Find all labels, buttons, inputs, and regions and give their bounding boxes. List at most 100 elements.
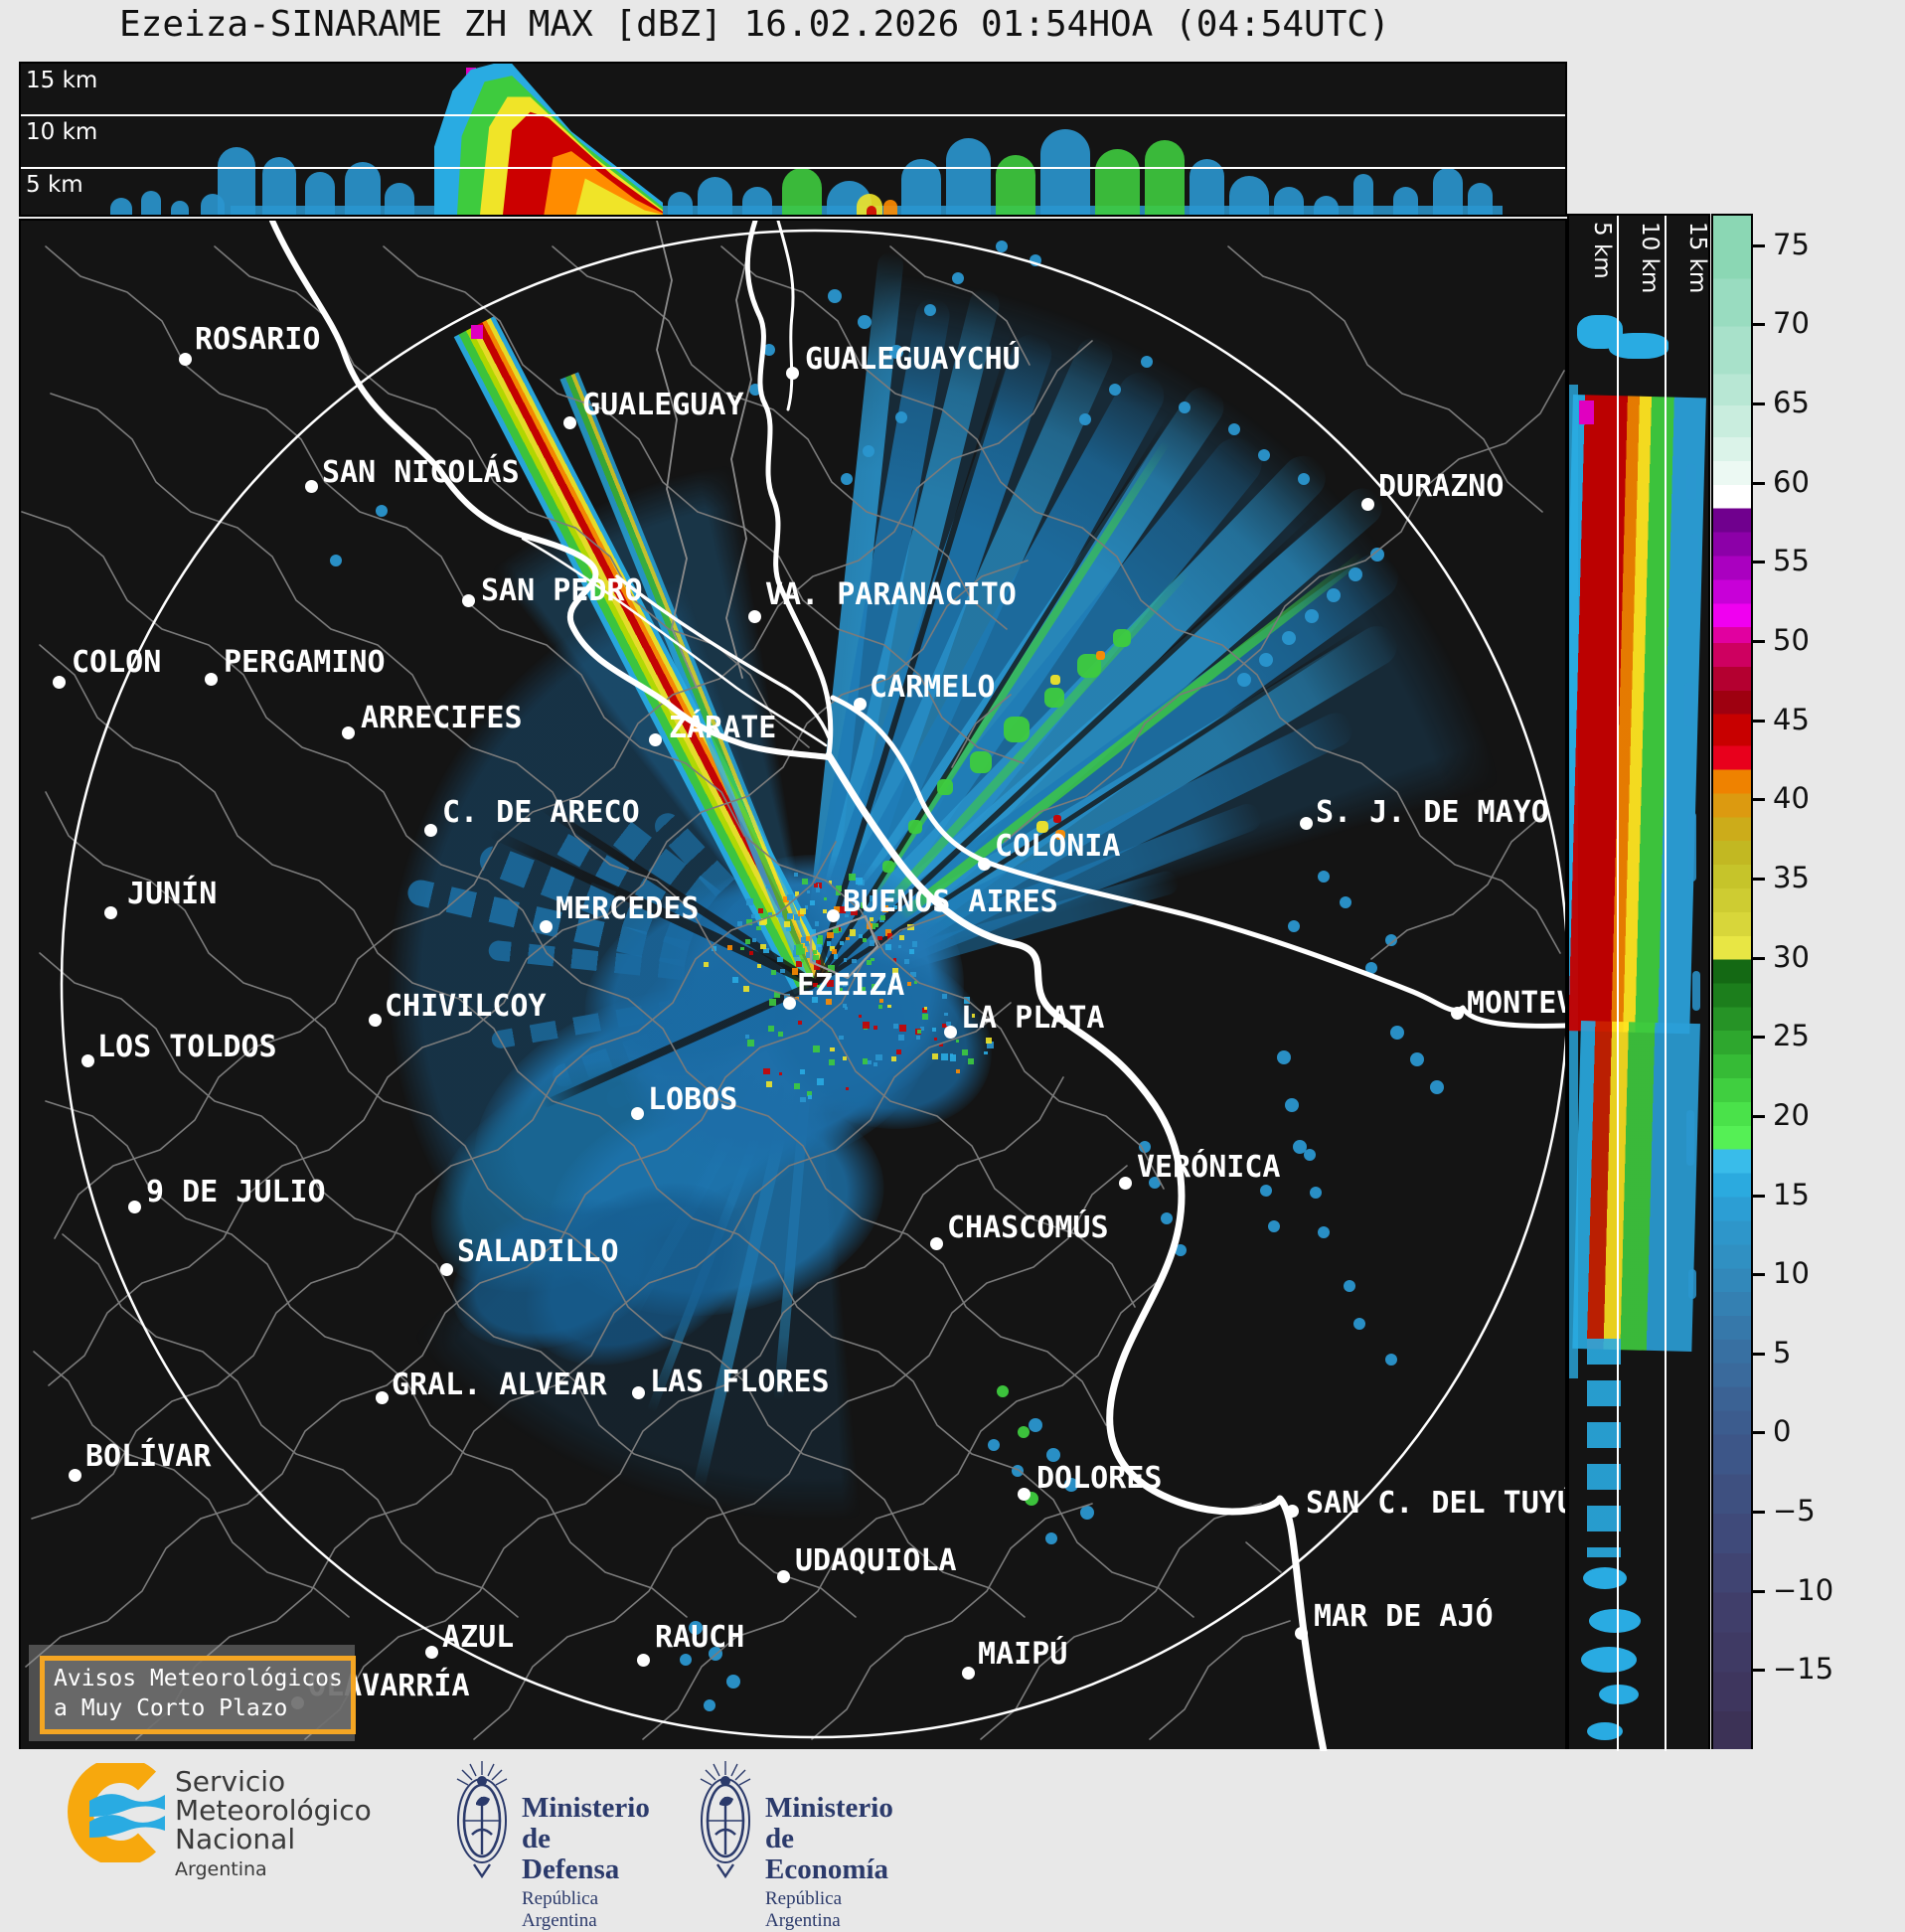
echo-speck — [858, 933, 863, 939]
city-label-ezeiza: EZEIZA — [797, 968, 905, 1003]
echo-patch — [1036, 821, 1048, 833]
warning-box-line1: Avisos Meteorológicos — [54, 1666, 343, 1691]
echo-dot — [680, 1654, 692, 1666]
echo-speck — [827, 980, 834, 987]
echo-dot — [1370, 548, 1384, 562]
echo-speck — [822, 908, 828, 914]
echo-speck — [899, 935, 904, 940]
colorbar-tick-label: 15 — [1773, 1177, 1810, 1211]
echo-dot — [988, 1439, 1000, 1451]
echo-speck — [941, 1053, 948, 1060]
echo-speck — [813, 955, 819, 961]
echo-speck — [704, 961, 710, 967]
echo-speck — [933, 1038, 937, 1042]
defensa-logo: Ministerio de Defensa República Argentin… — [452, 1759, 650, 1931]
echo-speck — [971, 1013, 976, 1018]
echo-speck — [843, 957, 848, 962]
echo-patch — [1113, 629, 1131, 647]
city-label-mercedes: MERCEDES — [556, 891, 700, 926]
echo-speck — [758, 907, 764, 913]
echo-speck — [756, 925, 761, 931]
echo-speck — [881, 905, 889, 912]
echo-dot — [1318, 871, 1330, 883]
echo-speck — [870, 917, 873, 921]
city-label-gualeguay: GUALEGUAY — [582, 388, 744, 422]
echo-dot — [1018, 1426, 1030, 1438]
xsec-column — [1353, 174, 1373, 215]
height-label-10km-vertical: 10 km — [1637, 222, 1663, 294]
xsec-column — [385, 183, 414, 215]
echo-dot — [924, 304, 936, 316]
colorbar-tick-label: 35 — [1773, 860, 1810, 894]
short-term-warnings-box[interactable]: Avisos Meteorológicos a Muy Corto Plazo — [40, 1656, 356, 1734]
echo-speck — [892, 958, 897, 963]
city-dot — [81, 1054, 94, 1067]
city-dot — [179, 353, 192, 366]
height-label-10km: 10 km — [26, 119, 98, 145]
economia-logo: Ministerio de Economía República Argenti… — [696, 1759, 893, 1931]
echo-dot — [1258, 449, 1270, 461]
xsec-column — [996, 155, 1035, 215]
colorbar-tick — [1753, 798, 1765, 802]
city-label-san-pedro: SAN PEDRO — [481, 573, 643, 608]
echo-speck — [835, 885, 843, 892]
colorbar-tick-label: 25 — [1773, 1019, 1810, 1053]
echo-speck — [842, 982, 848, 988]
department-boundary — [33, 1351, 350, 1618]
city-dot — [978, 858, 991, 871]
echo-speck — [791, 968, 799, 975]
echo-speck — [807, 1094, 812, 1099]
city-label-udaquiola: UDAQUIOLA — [795, 1543, 957, 1578]
colorbar-tick-label: −15 — [1773, 1652, 1834, 1687]
echo-speck — [910, 971, 916, 978]
echo-speck — [816, 1077, 824, 1085]
echo-speck — [813, 1046, 820, 1052]
echo-speck — [796, 943, 804, 951]
xsec-column — [171, 201, 189, 215]
city-label-colonia: COLONIA — [995, 829, 1121, 864]
department-boundary — [720, 245, 1561, 954]
city-dot — [1451, 1007, 1464, 1020]
echo-speck — [800, 937, 807, 943]
echo-dot — [1430, 1080, 1444, 1094]
echo-speck — [898, 1025, 906, 1032]
city-dot — [425, 1646, 438, 1659]
xsec-dash — [1690, 534, 1698, 593]
echo-speck — [794, 873, 799, 878]
echo-speck — [799, 1068, 806, 1075]
echo-speck — [862, 1021, 870, 1029]
department-boundary — [50, 393, 1136, 1308]
echo-dot — [1288, 920, 1300, 932]
echo-speck — [903, 958, 910, 965]
map-geography-overlay — [21, 221, 1565, 1751]
city-dot — [53, 676, 66, 689]
echo-speck — [771, 970, 777, 976]
echo-dot — [1365, 962, 1377, 974]
department-boundary — [45, 1100, 688, 1618]
city-label-buenos-aires: BUENOS AIRES — [843, 885, 1058, 919]
echo-speck — [893, 905, 898, 910]
xsec-column — [742, 187, 772, 215]
echo-dot — [895, 411, 907, 423]
echo-speck — [804, 941, 809, 946]
echo-patch — [1095, 650, 1105, 660]
height-label-15km-vertical: 15 km — [1684, 222, 1710, 294]
city-dot — [376, 1391, 389, 1404]
city-dot — [563, 416, 576, 429]
echo-dot — [1161, 1212, 1173, 1224]
echo-speck — [855, 878, 863, 886]
echo-speck — [813, 884, 818, 887]
department-boundary — [25, 370, 1565, 1668]
colorbar-tick-label: 10 — [1773, 1256, 1810, 1291]
colorbar-tick-label: 0 — [1773, 1414, 1792, 1449]
colorbar-tick — [1753, 640, 1765, 644]
echo-speck — [817, 984, 821, 989]
echo-dot — [1340, 896, 1351, 908]
xsec-blob — [1599, 1685, 1639, 1704]
echo-speck — [884, 943, 891, 951]
xsec-dash — [1688, 1269, 1696, 1299]
xsec-column — [305, 172, 335, 215]
echo-streak-tip — [471, 325, 483, 339]
city-label-rauch: RAUCH — [655, 1620, 745, 1655]
echo-speck — [778, 1071, 783, 1076]
